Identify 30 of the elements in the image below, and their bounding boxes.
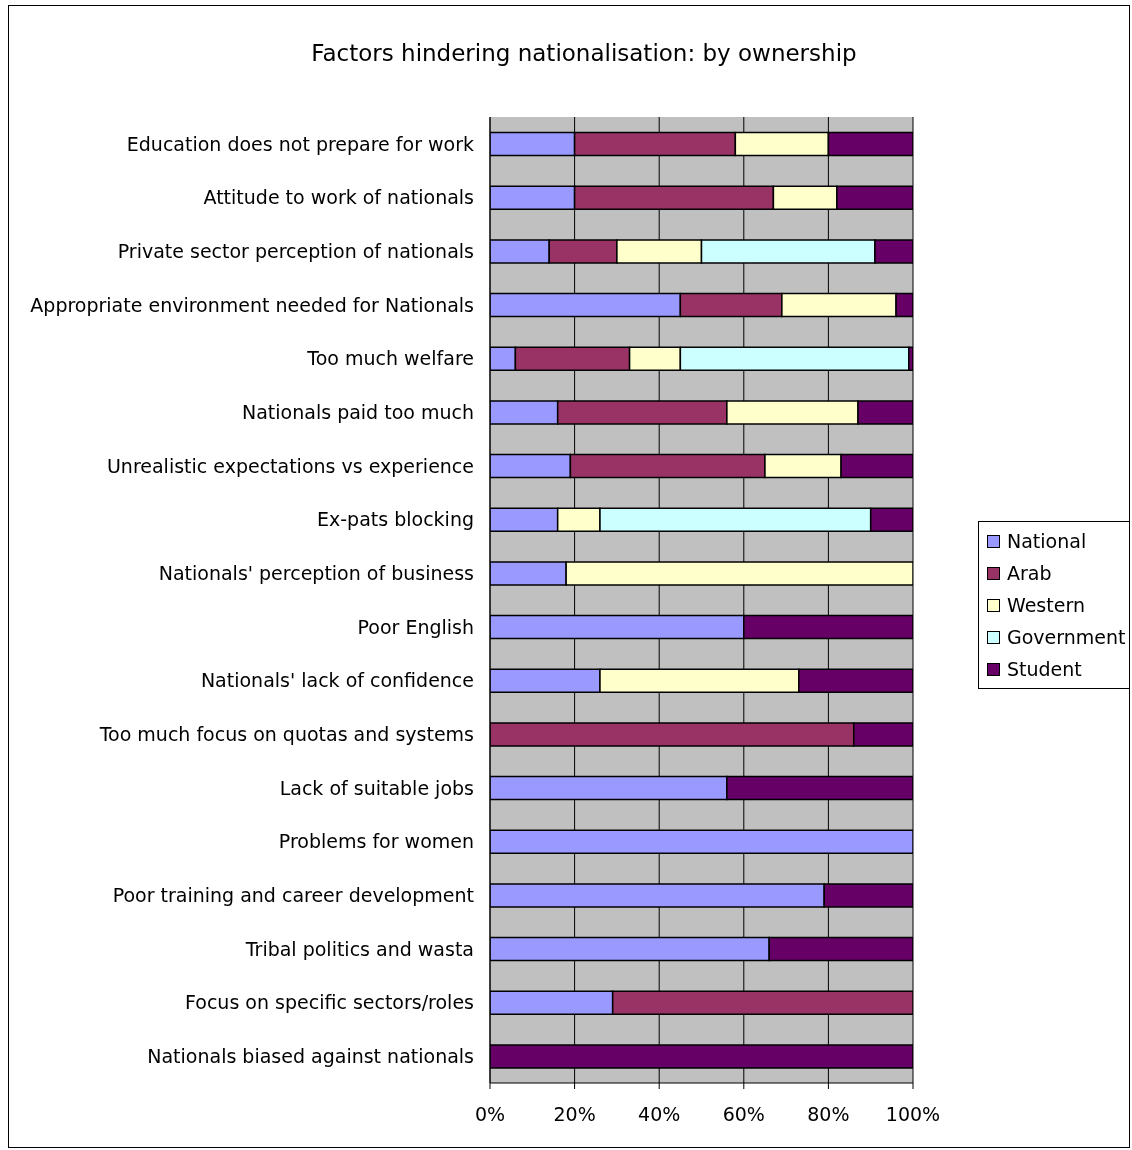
legend-label: Western bbox=[1007, 594, 1085, 616]
x-tick-label: 80% bbox=[807, 1103, 850, 1126]
y-tick-label: Too much welfare bbox=[306, 347, 474, 370]
y-tick-label: Lack of suitable jobs bbox=[279, 776, 474, 799]
x-tick-label: 100% bbox=[885, 1103, 941, 1126]
y-tick-label: Nationals paid too much bbox=[242, 400, 474, 423]
y-tick-label: Poor training and career development bbox=[112, 883, 474, 906]
y-tick-label: Appropriate environment needed for Nationals bbox=[30, 293, 474, 316]
y-tick-label: Unrealistic expectations vs experience bbox=[106, 454, 474, 477]
y-tick-label: Ex-pats blocking bbox=[317, 508, 474, 531]
y-tick-label: Nationals' perception of business bbox=[158, 561, 474, 584]
y-tick-label: Tribal politics and wasta bbox=[244, 937, 474, 960]
x-tick-label: 60% bbox=[722, 1103, 765, 1126]
y-tick-label: Poor English bbox=[357, 615, 474, 638]
y-tick-label: Problems for women bbox=[278, 830, 474, 853]
y-tick-label: Attitude to work of nationals bbox=[203, 186, 474, 209]
legend-label: Student bbox=[1007, 658, 1082, 680]
y-tick-label: Focus on specific sectors/roles bbox=[185, 991, 474, 1014]
y-tick-label: Nationals' lack of confidence bbox=[200, 669, 474, 692]
legend-label: Arab bbox=[1007, 562, 1052, 584]
y-tick-label: Education does not prepare for work bbox=[126, 132, 474, 155]
x-tick-label: 20% bbox=[553, 1103, 596, 1126]
y-tick-label: Too much focus on quotas and systems bbox=[98, 722, 474, 745]
x-tick-label: 40% bbox=[638, 1103, 681, 1126]
chart-title: Factors hindering nationalisation: by ownership bbox=[310, 40, 858, 66]
x-tick-label: 0% bbox=[474, 1103, 506, 1126]
y-tick-label: Nationals biased against nationals bbox=[147, 1044, 474, 1067]
legend-label: National bbox=[1007, 530, 1087, 552]
legend-label: Government bbox=[1007, 626, 1126, 648]
y-tick-label: Private sector perception of nationals bbox=[117, 239, 474, 262]
